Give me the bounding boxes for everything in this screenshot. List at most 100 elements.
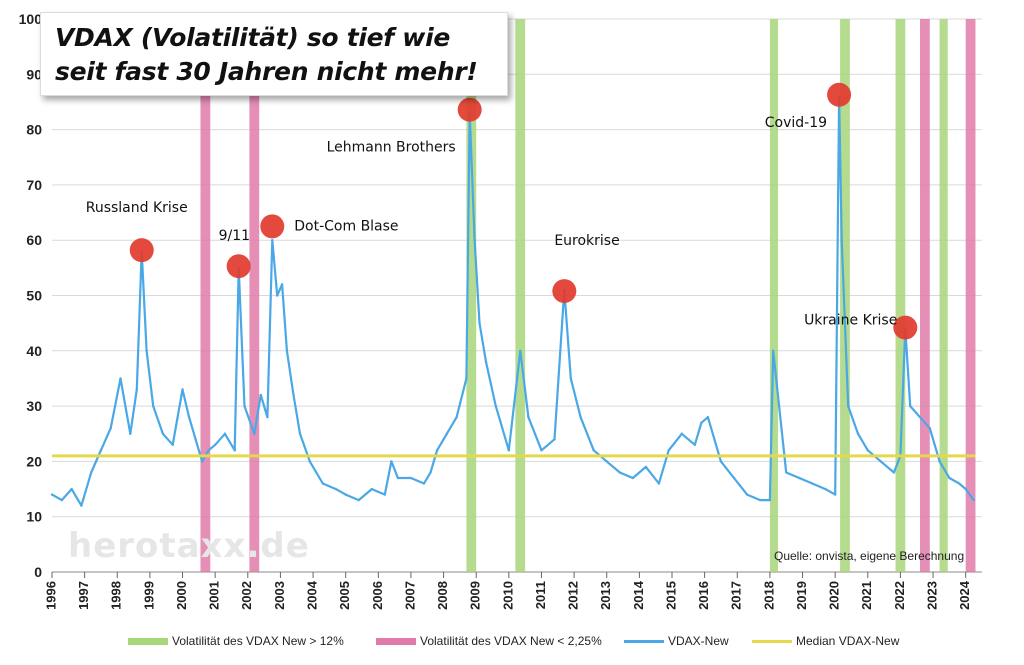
legend-swatch-low xyxy=(376,637,416,645)
vdax-point-12 xyxy=(151,404,155,408)
vdax-point-44 xyxy=(422,482,426,485)
vdax-point-3 xyxy=(80,504,83,507)
vdax-point-45 xyxy=(429,471,432,474)
y-tick-label-8: 80 xyxy=(26,122,42,138)
vdax-point-57 xyxy=(527,415,530,419)
vdax-point-74 xyxy=(719,460,723,463)
band-high-3 xyxy=(515,19,526,572)
legend-item-low: Volatilität des VDAX New < 2,25% xyxy=(376,634,602,648)
vdax-point-65 xyxy=(618,471,621,474)
vdax-point-86 xyxy=(840,239,843,242)
vdax-point-53 xyxy=(484,360,488,364)
vdax-point-1 xyxy=(60,498,63,502)
y-tick-label-10: 100 xyxy=(19,11,43,27)
legend-line-vdax xyxy=(624,639,664,643)
vdax-point-46 xyxy=(435,449,439,452)
vdax-point-61 xyxy=(569,377,573,380)
band-high-8 xyxy=(939,19,948,572)
vdax-point-21 xyxy=(223,432,227,435)
title-line-1: VDAX (Volatilität) so tief wie xyxy=(55,23,450,52)
vdax-point-48 xyxy=(455,415,458,419)
vdax-point-4 xyxy=(89,471,93,474)
x-tick-label-1996: 1996 xyxy=(43,581,58,610)
legend-item-median: Median VDAX-New xyxy=(752,634,899,648)
vdax-point-76 xyxy=(745,493,749,496)
vdax-point-18 xyxy=(200,460,204,463)
event-marker-2 xyxy=(260,214,285,239)
y-tick-label-7: 70 xyxy=(26,177,42,193)
x-tick-label-2002: 2002 xyxy=(239,581,254,610)
vdax-point-64 xyxy=(605,460,608,463)
vdax-point-26 xyxy=(259,393,263,397)
vdax-point-2 xyxy=(70,487,73,491)
legend-swatch-high xyxy=(128,637,168,645)
vdax-point-99 xyxy=(957,482,961,485)
y-tick-label-4: 40 xyxy=(26,343,42,359)
vdax-point-80 xyxy=(785,471,788,474)
band-high-4 xyxy=(769,19,779,572)
vdax-point-62 xyxy=(579,415,582,419)
vdax-point-98 xyxy=(948,476,951,480)
vdax-point-40 xyxy=(383,493,387,496)
vdax-point-67 xyxy=(644,465,648,469)
vdax-point-54 xyxy=(494,404,497,408)
vdax-point-55 xyxy=(507,449,511,452)
x-tick-label-2017: 2017 xyxy=(729,581,744,610)
x-tick-label-2023: 2023 xyxy=(924,581,939,610)
x-tick-label-2009: 2009 xyxy=(468,581,483,610)
x-tick-label-2012: 2012 xyxy=(566,581,581,610)
vdax-point-59 xyxy=(553,438,556,441)
x-tick-label-2000: 2000 xyxy=(174,581,189,610)
band-low-9 xyxy=(965,19,976,572)
vdax-point-17 xyxy=(194,438,197,441)
x-tick-label-2014: 2014 xyxy=(631,580,646,610)
vdax-point-49 xyxy=(465,377,468,380)
legend-item-high: Volatilität des VDAX New > 12% xyxy=(128,634,344,648)
vdax-point-27 xyxy=(266,415,269,419)
legend-label-vdax: VDAX-New xyxy=(668,634,729,648)
vdax-point-34 xyxy=(308,460,311,463)
legend-line-median xyxy=(752,639,792,643)
x-tick-label-2022: 2022 xyxy=(892,581,907,610)
vdax-point-35 xyxy=(321,482,325,485)
x-tick-label-2021: 2021 xyxy=(859,581,874,610)
event-marker-5 xyxy=(827,82,852,107)
event-marker-6 xyxy=(893,315,918,340)
y-tick-label-2: 20 xyxy=(26,453,42,469)
vdax-point-90 xyxy=(879,460,883,463)
legend: Volatilität des VDAX New > 12% Volatilit… xyxy=(0,634,1024,654)
vdax-point-28 xyxy=(271,239,274,242)
vdax-point-89 xyxy=(866,449,869,452)
vdax-point-14 xyxy=(171,443,174,447)
vdax-point-47 xyxy=(445,432,449,435)
vdax-point-75 xyxy=(732,476,736,480)
event-label-2: Dot-Com Blase xyxy=(294,218,398,234)
vdax-point-100 xyxy=(964,487,967,491)
vdax-point-42 xyxy=(396,476,400,480)
legend-label-high: Volatilität des VDAX New > 12% xyxy=(172,634,344,648)
event-label-5: Covid-19 xyxy=(765,115,827,131)
vdax-point-19 xyxy=(207,449,210,452)
event-label-4: Eurokrise xyxy=(554,233,619,249)
x-tick-label-2016: 2016 xyxy=(696,581,711,610)
vdax-point-101 xyxy=(972,498,976,502)
vdax-point-25 xyxy=(253,432,256,435)
vdax-point-8 xyxy=(129,432,132,435)
vdax-point-36 xyxy=(334,487,338,491)
event-marker-4 xyxy=(552,279,577,304)
vdax-point-77 xyxy=(758,498,762,502)
x-tick-label-2008: 2008 xyxy=(435,581,450,610)
vdax-point-97 xyxy=(938,460,941,463)
source-note: Quelle: onvista, eigene Berechnung xyxy=(774,549,965,563)
vdax-point-72 xyxy=(700,421,703,424)
event-marker-3 xyxy=(457,97,482,122)
vdax-point-31 xyxy=(285,349,289,352)
y-tick-label-5: 50 xyxy=(26,288,42,304)
x-tick-label-2001: 2001 xyxy=(207,581,222,610)
vdax-point-84 xyxy=(833,493,837,496)
vdax-point-38 xyxy=(357,498,360,502)
band-low-1 xyxy=(249,19,260,572)
x-tick-label-2013: 2013 xyxy=(598,581,613,610)
x-tick-label-2006: 2006 xyxy=(370,581,385,610)
x-tick-label-2005: 2005 xyxy=(337,581,352,610)
